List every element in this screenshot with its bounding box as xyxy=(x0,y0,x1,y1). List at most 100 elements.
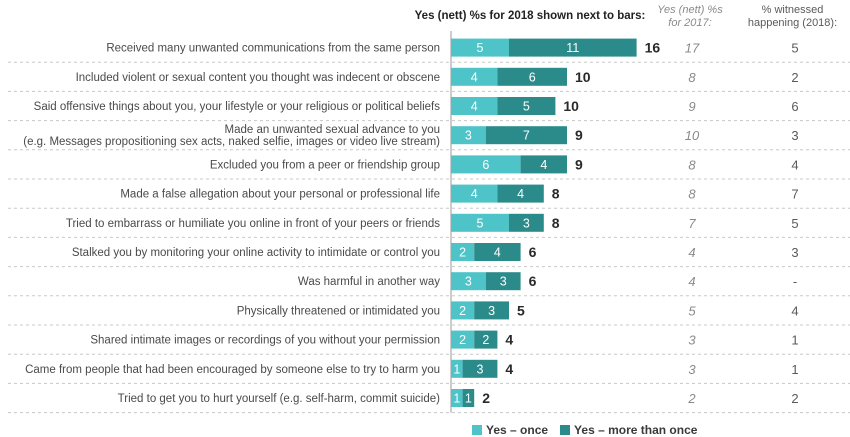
bar-more xyxy=(485,126,567,145)
legend: Yes – once Yes – more than once xyxy=(472,423,697,437)
legend-once-swatch xyxy=(472,425,482,435)
legend-more-swatch xyxy=(560,425,571,435)
bar-more-label: 4 xyxy=(517,187,524,201)
witnessed-value: 1 xyxy=(791,333,798,348)
value-2017: 10 xyxy=(685,128,700,143)
bar-more-label: 3 xyxy=(500,275,507,289)
bar-once-label: 5 xyxy=(477,216,484,230)
bar-more-label: 11 xyxy=(566,41,579,55)
value-2017: 8 xyxy=(688,187,696,202)
bar-more-label: 3 xyxy=(523,216,530,230)
category-label: Tried to get you to hurt yourself (e.g. … xyxy=(118,393,441,405)
bar-once xyxy=(451,67,498,86)
category-label: Made a false allegation about your perso… xyxy=(120,189,440,201)
bar-once-label: 3 xyxy=(465,275,472,289)
bar-once-label: 4 xyxy=(471,100,478,114)
category-label: Received many unwanted communications fr… xyxy=(106,43,440,55)
value-2017: 4 xyxy=(688,245,695,260)
category-label: Physically threatened or intimidated you xyxy=(237,305,440,317)
category-label: Said offensive things about you, your li… xyxy=(34,101,441,113)
bar-once xyxy=(451,359,463,378)
bar-once xyxy=(451,213,509,232)
bar-once xyxy=(451,126,486,145)
total-label: 10 xyxy=(575,69,591,85)
value-2017: 8 xyxy=(688,157,696,172)
value-2017: 4 xyxy=(688,274,695,289)
witnessed-value: - xyxy=(793,274,797,289)
bar-once xyxy=(451,97,498,115)
bar-once xyxy=(451,272,486,291)
category-label: Tried to embarrass or humiliate you onli… xyxy=(66,218,440,230)
total-label: 6 xyxy=(529,244,537,260)
legend-once-label: Yes – once xyxy=(486,423,549,437)
value-2017: 8 xyxy=(688,70,696,85)
bar-more xyxy=(462,389,475,407)
total-label: 10 xyxy=(563,98,579,114)
bar-once xyxy=(451,38,509,57)
bar-more xyxy=(509,38,637,57)
bar-more-label: 2 xyxy=(482,333,489,347)
bar-once-label: 1 xyxy=(453,362,460,376)
witnessed-value: 3 xyxy=(791,245,798,260)
bar-once-label: 2 xyxy=(459,304,466,318)
bar-once xyxy=(451,155,521,174)
legend-once: Yes – once xyxy=(472,423,548,437)
bar-once xyxy=(451,243,475,261)
category-label: Excluded you from a peer or friendship g… xyxy=(210,159,440,171)
value-2017: 2 xyxy=(687,391,696,406)
category-label: Was harmful in another way xyxy=(298,276,440,288)
bar-more xyxy=(497,97,556,115)
witnessed-value: 2 xyxy=(791,391,798,406)
total-label: 16 xyxy=(645,40,661,56)
value-2017: 17 xyxy=(685,41,700,56)
total-label: 4 xyxy=(505,361,513,377)
value-2017: 3 xyxy=(688,333,696,348)
bar-more xyxy=(497,67,567,86)
category-label: Shared intimate images or recordings of … xyxy=(90,335,440,347)
bar-more xyxy=(509,213,544,232)
bar-more xyxy=(474,243,521,261)
category-label-line2: (e.g. Messages propositioning sex acts, … xyxy=(23,136,440,148)
bar-once-label: 5 xyxy=(477,41,484,55)
bar-once xyxy=(451,184,498,203)
bar-once-label: 3 xyxy=(465,129,472,143)
total-label: 4 xyxy=(505,332,513,348)
bar-once xyxy=(451,389,463,407)
bar-more-label: 6 xyxy=(529,70,536,84)
total-label: 9 xyxy=(575,127,583,143)
value-2017: 9 xyxy=(688,99,695,114)
bar-more xyxy=(474,301,509,320)
bar-more-label: 3 xyxy=(488,304,495,318)
witnessed-value: 5 xyxy=(791,41,798,56)
total-label: 2 xyxy=(482,390,490,406)
legend-more: Yes – more than once xyxy=(560,423,697,437)
value-2017: 5 xyxy=(688,303,696,318)
witnessed-value: 7 xyxy=(791,187,798,202)
total-label: 5 xyxy=(517,302,525,318)
bar-more xyxy=(497,184,544,203)
value-2017: 3 xyxy=(688,362,696,377)
bar-more xyxy=(485,272,521,291)
bar-more-label: 4 xyxy=(540,158,547,172)
bar-once-label: 2 xyxy=(459,246,466,260)
bar-once-label: 4 xyxy=(471,70,478,84)
total-label: 8 xyxy=(552,215,560,231)
witnessed-value: 5 xyxy=(791,216,798,231)
bar-more-label: 1 xyxy=(465,392,472,406)
bar-more-label: 7 xyxy=(523,129,530,143)
bar-once xyxy=(451,301,475,320)
category-label: Included violent or sexual content you t… xyxy=(76,72,440,84)
bar-once xyxy=(451,330,475,349)
bar-more xyxy=(462,359,498,378)
witnessed-value: 3 xyxy=(791,128,798,143)
category-label: Came from people that had been encourage… xyxy=(25,364,440,376)
header-main: Yes (nett) %s for 2018 shown next to bar… xyxy=(414,10,646,22)
bar-more xyxy=(520,155,567,174)
total-label: 8 xyxy=(552,186,560,202)
bar-once-label: 2 xyxy=(459,333,466,347)
value-2017: 7 xyxy=(688,216,696,231)
total-label: 9 xyxy=(575,156,583,172)
witnessed-value: 4 xyxy=(791,303,798,318)
category-label: Made an unwanted sexual advance to you xyxy=(225,124,440,136)
